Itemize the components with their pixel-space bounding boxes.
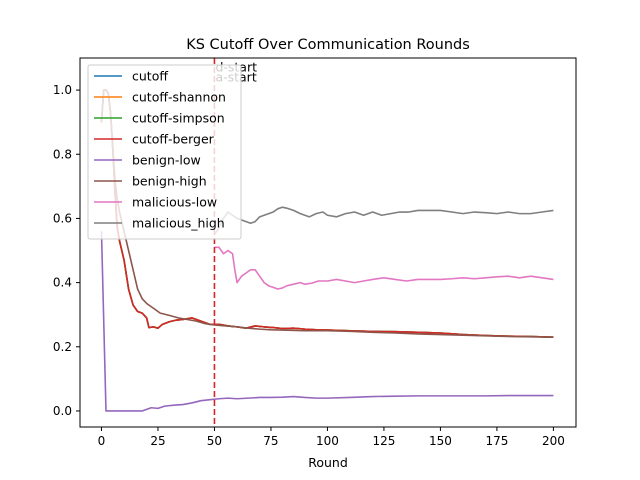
series-line-malicious_high <box>213 206 554 235</box>
series-line-benign-low <box>100 231 554 412</box>
legend-label-cutoff-simpson: cutoff-simpson <box>132 111 225 126</box>
x-tick-label: 125 <box>372 434 395 448</box>
x-tick-label: 50 <box>207 434 222 448</box>
axes-frame <box>79 57 577 428</box>
y-tick-label: 0.0 <box>53 404 72 418</box>
x-tick-label: 175 <box>485 434 508 448</box>
chart-title: KS Cutoff Over Communication Rounds <box>186 37 470 53</box>
y-tick-label: 0.6 <box>53 211 72 225</box>
x-tick-label: 25 <box>150 434 165 448</box>
x-axis-label: Round <box>308 455 348 470</box>
x-tick-label: 200 <box>542 434 565 448</box>
legend-label-cutoff: cutoff <box>132 69 168 84</box>
legend-label-cutoff-berger: cutoff-berger <box>132 132 215 147</box>
x-axis-ticks: 0 25 50 75 100 125 150 175 200 <box>98 427 565 448</box>
legend-box <box>87 64 242 240</box>
x-tick-label: 150 <box>429 434 452 448</box>
y-tick-label: 0.8 <box>53 147 72 161</box>
y-tick-label: 1.0 <box>53 83 72 97</box>
legend-label-malicious-low: malicious-low <box>132 195 217 210</box>
x-tick-label: 75 <box>263 434 278 448</box>
legend: cutoff cutoff-shannon cutoff-simpson cutoff… <box>87 64 242 240</box>
y-tick-label: 0.4 <box>53 276 72 290</box>
legend-label-benign-low: benign-low <box>132 153 201 168</box>
legend-label-malicious_high: malicious_high <box>132 216 225 231</box>
legend-label-benign-high: benign-high <box>132 174 207 189</box>
legend-items: cutoff cutoff-shannon cutoff-simpson cutoff… <box>94 69 226 231</box>
x-tick-label: 100 <box>316 434 339 448</box>
y-tick-label: 0.2 <box>53 340 72 354</box>
legend-label-cutoff-shannon: cutoff-shannon <box>132 90 226 105</box>
series-line-malicious-low <box>214 246 554 290</box>
x-tick-label: 0 <box>98 434 106 448</box>
y-axis-ticks: 0.0 0.2 0.4 0.6 0.8 1.0 <box>53 83 80 418</box>
